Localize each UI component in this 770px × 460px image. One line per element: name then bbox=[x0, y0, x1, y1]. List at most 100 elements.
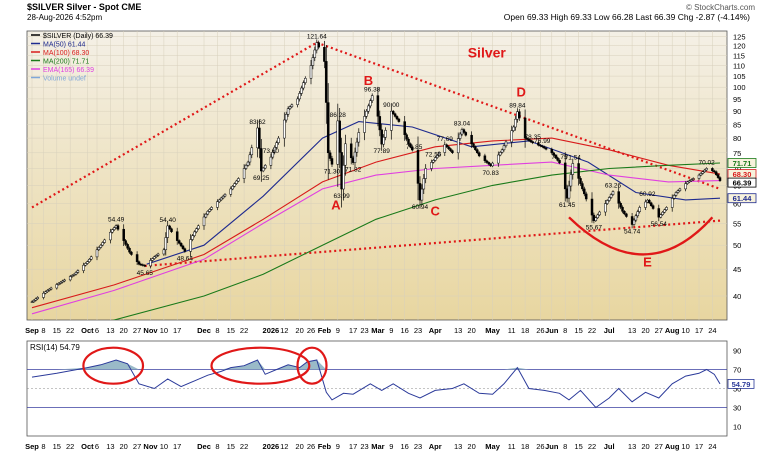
x-tick-label: 9 bbox=[336, 442, 340, 451]
candle-body bbox=[273, 147, 276, 153]
candle-body bbox=[416, 149, 420, 184]
x-tick-label: 8 bbox=[563, 326, 567, 335]
candle-body bbox=[433, 157, 437, 161]
price-candle bbox=[621, 205, 624, 214]
credit-text: © StockCharts.com bbox=[686, 3, 755, 12]
candle-body bbox=[422, 178, 426, 190]
candle-body bbox=[168, 225, 171, 230]
price-candle bbox=[330, 155, 334, 167]
price-candle bbox=[550, 147, 554, 155]
price-candle bbox=[206, 210, 210, 216]
price-candle bbox=[651, 204, 655, 210]
price-candle bbox=[221, 194, 225, 200]
price-point-label: 54.49 bbox=[108, 217, 125, 224]
candle-body bbox=[99, 244, 103, 248]
candle-body bbox=[699, 173, 703, 176]
candle-body bbox=[353, 151, 357, 163]
candle-body bbox=[474, 146, 477, 151]
candle-body bbox=[246, 161, 250, 166]
x-tick-label: 22 bbox=[588, 442, 596, 451]
x-tick-label: 16 bbox=[401, 326, 409, 335]
price-candle bbox=[598, 210, 601, 217]
candle-body bbox=[542, 146, 546, 149]
price-candle bbox=[344, 134, 347, 176]
candle-body bbox=[302, 82, 305, 89]
value-badge-box bbox=[727, 158, 757, 168]
price-candle bbox=[229, 186, 233, 197]
price-y-tick-label: 40 bbox=[733, 292, 741, 301]
price-candle bbox=[59, 281, 62, 285]
x-tick-label: 6 bbox=[95, 326, 99, 335]
price-candle bbox=[638, 205, 641, 214]
candle-body bbox=[563, 162, 567, 190]
candle-body bbox=[424, 168, 427, 179]
candle-body bbox=[154, 255, 158, 258]
moving-average-line bbox=[31, 137, 721, 309]
candle-body bbox=[330, 158, 334, 165]
candle-body bbox=[223, 194, 227, 197]
x-tick-label: 26 bbox=[307, 326, 315, 335]
price-point-label: 63.99 bbox=[333, 193, 350, 200]
price-candle bbox=[390, 103, 393, 140]
price-candle bbox=[491, 161, 494, 168]
price-candle bbox=[101, 241, 104, 247]
candle-body bbox=[208, 209, 211, 212]
candle-body bbox=[277, 137, 280, 143]
candle-body bbox=[325, 61, 328, 103]
candle-body bbox=[651, 205, 655, 209]
candle-body bbox=[323, 46, 326, 62]
x-tick-label: Jul bbox=[604, 442, 615, 451]
candle-body bbox=[275, 142, 278, 148]
candle-body bbox=[678, 188, 682, 191]
price-candle bbox=[296, 96, 299, 108]
price-candle bbox=[88, 258, 91, 263]
candle-body bbox=[648, 199, 651, 204]
price-y-tick-label: 115 bbox=[733, 51, 745, 60]
price-candle bbox=[619, 201, 622, 210]
candle-body bbox=[571, 163, 575, 175]
candle-body bbox=[170, 228, 173, 232]
x-tick-label: Jul bbox=[604, 326, 615, 335]
price-candle bbox=[403, 116, 406, 141]
price-candle bbox=[718, 176, 722, 182]
ohlc-readout: Open 69.33 High 69.33 Low 66.28 Last 66.… bbox=[504, 12, 750, 22]
x-tick-label: 27 bbox=[655, 326, 663, 335]
candle-body bbox=[456, 138, 460, 154]
candle-body bbox=[523, 117, 527, 139]
candle-body bbox=[445, 144, 448, 148]
price-candle bbox=[554, 154, 557, 159]
price-candle bbox=[485, 159, 489, 164]
candle-body bbox=[527, 139, 531, 141]
price-candle bbox=[82, 262, 85, 274]
price-candle bbox=[581, 181, 584, 192]
candle-body bbox=[525, 137, 529, 140]
candle-body bbox=[210, 207, 213, 210]
price-candle bbox=[636, 209, 640, 218]
value-badge-text: 71.71 bbox=[733, 159, 752, 168]
wave-label-a: A bbox=[331, 197, 341, 212]
trendline bbox=[144, 219, 721, 267]
candle-body bbox=[483, 155, 487, 161]
candle-body bbox=[504, 141, 508, 147]
candle-body bbox=[219, 197, 223, 201]
candle-body bbox=[269, 156, 273, 166]
silver-annotation: Silver bbox=[468, 44, 507, 60]
price-candle bbox=[648, 198, 651, 205]
price-candle bbox=[261, 166, 265, 173]
x-tick-label: 27 bbox=[133, 326, 141, 335]
price-candle bbox=[449, 147, 452, 152]
x-tick-label: Oct bbox=[81, 326, 94, 335]
price-y-tick-label: 55 bbox=[733, 219, 741, 228]
candle-body bbox=[435, 154, 439, 158]
candle-body bbox=[44, 291, 47, 294]
x-tick-label: 18 bbox=[521, 326, 529, 335]
candle-body bbox=[218, 199, 221, 203]
price-candle bbox=[435, 153, 439, 159]
price-candle bbox=[195, 227, 198, 234]
chart-date: 28-Aug-2026 4:52pm bbox=[27, 13, 103, 22]
price-candle bbox=[498, 151, 502, 157]
legend-entry: MA(200) 71.71 bbox=[43, 59, 89, 66]
candle-body bbox=[464, 132, 468, 136]
price-candle bbox=[99, 243, 103, 249]
